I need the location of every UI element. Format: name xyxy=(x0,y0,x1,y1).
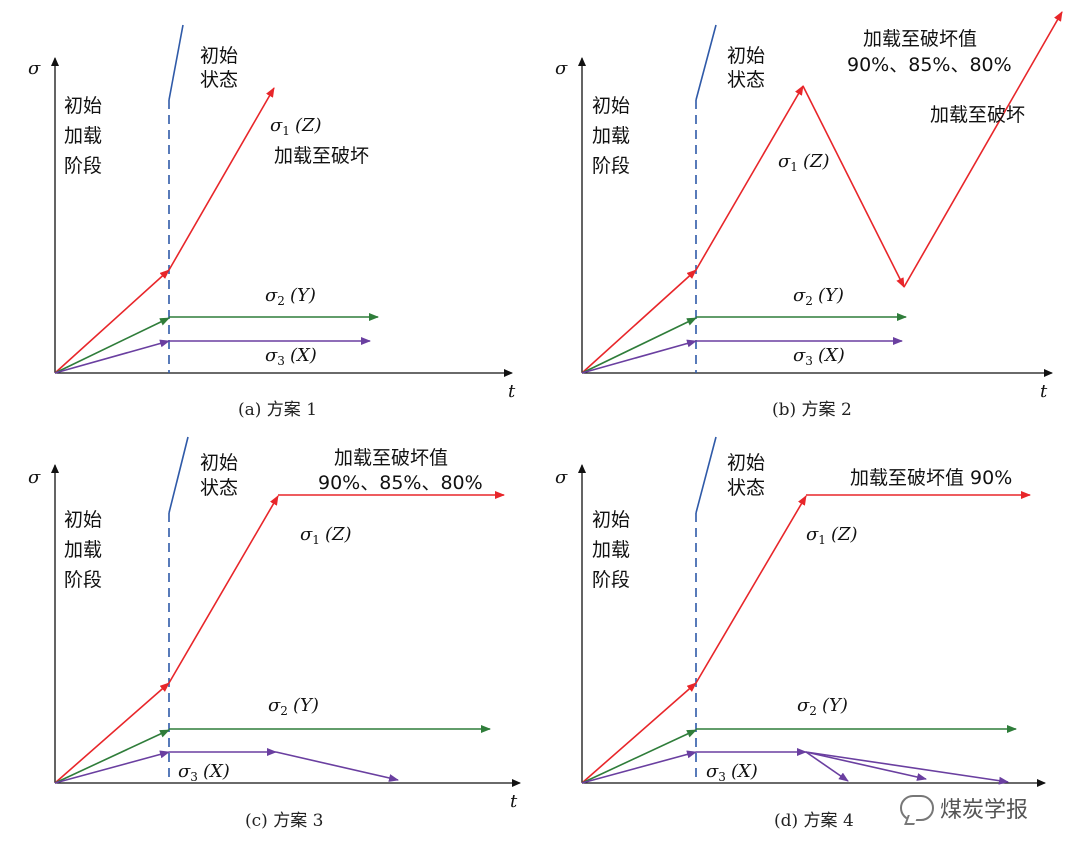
loading-stage-label-1: 初始 xyxy=(592,509,630,531)
sigma2-label: σ2 (Y) xyxy=(793,285,844,308)
loading-stage-label-3: 阶段 xyxy=(592,569,630,591)
panel-c: σ t 初始 状态 初始 加载 阶段 σ1 (Z) 加载至破坏值 90%、85%、… xyxy=(28,436,521,831)
sigma3-unloading-segment-3 xyxy=(805,751,1009,785)
panel-caption: (b) 方案 2 xyxy=(772,400,852,420)
panel-caption: (c) 方案 3 xyxy=(245,811,323,831)
sigma1-label: σ1 (Z) xyxy=(806,524,858,547)
sigma1-initial-segment xyxy=(581,269,697,374)
chat-bubble-icon xyxy=(900,795,934,821)
loading-stage-label-3: 阶段 xyxy=(64,155,102,177)
panel-caption: (a) 方案 1 xyxy=(238,400,317,420)
y-axis-label: σ xyxy=(28,467,41,488)
initial-state-line xyxy=(168,436,189,514)
sigma3-label: σ3 (X) xyxy=(265,345,317,368)
sigma2-label: σ2 (Y) xyxy=(268,695,319,718)
note-line-1: 加载至破坏值 xyxy=(863,28,977,50)
initial-state-line xyxy=(695,24,717,101)
loading-stage-label-1: 初始 xyxy=(64,509,102,531)
sigma1-unloading-segment xyxy=(802,85,905,288)
sigma3-initial-segment xyxy=(54,339,170,374)
x-axis-label: t xyxy=(508,381,516,402)
initial-state-label-1: 初始 xyxy=(200,452,238,474)
initial-state-label-2: 状态 xyxy=(727,477,765,499)
initial-state-line xyxy=(168,24,184,101)
initial-state-label-1: 初始 xyxy=(727,45,765,67)
sigma2-label: σ2 (Y) xyxy=(797,695,848,718)
sigma3-unloading-segment-2 xyxy=(805,751,927,781)
sigma1-initial-segment xyxy=(581,682,697,784)
sigma3-label: σ3 (X) xyxy=(178,761,230,784)
note-line-1: 加载至破坏值 90% xyxy=(850,467,1012,489)
initial-state-line xyxy=(695,436,717,514)
loading-stage-label-2: 加载 xyxy=(592,125,630,147)
sigma2-initial-segment xyxy=(581,317,697,374)
note-line-2: 90%、85%、80% xyxy=(847,54,1012,76)
loading-stage-label-1: 初始 xyxy=(592,95,630,117)
panel-d: σ 初始 状态 初始 加载 阶段 σ1 (Z) 加载至破坏值 90% σ2 (Y) … xyxy=(555,436,1046,831)
sigma1-loading-segment xyxy=(168,87,275,271)
sigma1-label: σ1 (Z) xyxy=(778,151,830,174)
sigma3-initial-segment xyxy=(54,750,170,784)
sigma2-label: σ2 (Y) xyxy=(265,285,316,308)
y-axis-label: σ xyxy=(28,58,41,79)
sigma3-initial-segment xyxy=(581,750,697,784)
sigma1-initial-segment xyxy=(54,682,170,784)
loading-stage-label-2: 加载 xyxy=(64,539,102,561)
sigma3-unloading-segment-1 xyxy=(805,751,849,782)
loading-stage-label-3: 阶段 xyxy=(64,569,102,591)
panel-b: σ t 初始 状态 初始 加载 阶段 σ1 (Z) 加载至破坏值 90%、85%、… xyxy=(555,11,1063,420)
sigma2-initial-segment xyxy=(54,729,170,784)
initial-state-label-2: 状态 xyxy=(200,477,238,499)
initial-state-label-2: 状态 xyxy=(200,69,238,91)
loading-stage-label-1: 初始 xyxy=(64,95,102,117)
y-axis-label: σ xyxy=(555,58,568,79)
sigma1-label: σ1 (Z) xyxy=(270,115,322,138)
panel-caption: (d) 方案 4 xyxy=(774,811,854,831)
loading-stage-label-2: 加载 xyxy=(64,125,102,147)
sigma3-label: σ3 (X) xyxy=(793,345,845,368)
sigma2-initial-segment xyxy=(581,729,697,784)
note2-line-1: 加载至破坏 xyxy=(930,104,1025,126)
loading-stage-label-2: 加载 xyxy=(592,539,630,561)
initial-state-label-1: 初始 xyxy=(727,452,765,474)
x-axis-label: t xyxy=(510,791,518,812)
sigma1-label: σ1 (Z) xyxy=(300,524,352,547)
sigma3-label: σ3 (X) xyxy=(706,761,758,784)
panel-a: σ t 初始 状态 初始 加载 阶段 σ1 (Z) 加载至破坏 σ2 (Y) σ3(… xyxy=(28,24,516,420)
sigma1-loading-segment xyxy=(168,495,279,684)
sigma1-loading-segment xyxy=(695,495,807,684)
loading-stage-label-3: 阶段 xyxy=(592,155,630,177)
note-line-1: 加载至破坏 xyxy=(274,145,369,167)
watermark: 煤炭学报 xyxy=(900,792,1028,824)
initial-state-label-2: 状态 xyxy=(727,69,765,91)
x-axis-label: t xyxy=(1040,381,1048,402)
sigma2-initial-segment xyxy=(54,317,170,374)
sigma1-reloading-segment xyxy=(903,11,1063,288)
sigma3-initial-segment xyxy=(581,339,697,374)
sigma1-loading-segment xyxy=(695,85,804,271)
watermark-text: 煤炭学报 xyxy=(940,798,1029,823)
initial-state-label-1: 初始 xyxy=(200,45,238,67)
sigma3-unloading-segment xyxy=(275,751,399,782)
note-line-1: 加载至破坏值 xyxy=(334,447,448,469)
sigma1-initial-segment xyxy=(54,269,170,374)
y-axis-label: σ xyxy=(555,467,568,488)
note-line-2: 90%、85%、80% xyxy=(318,472,483,494)
